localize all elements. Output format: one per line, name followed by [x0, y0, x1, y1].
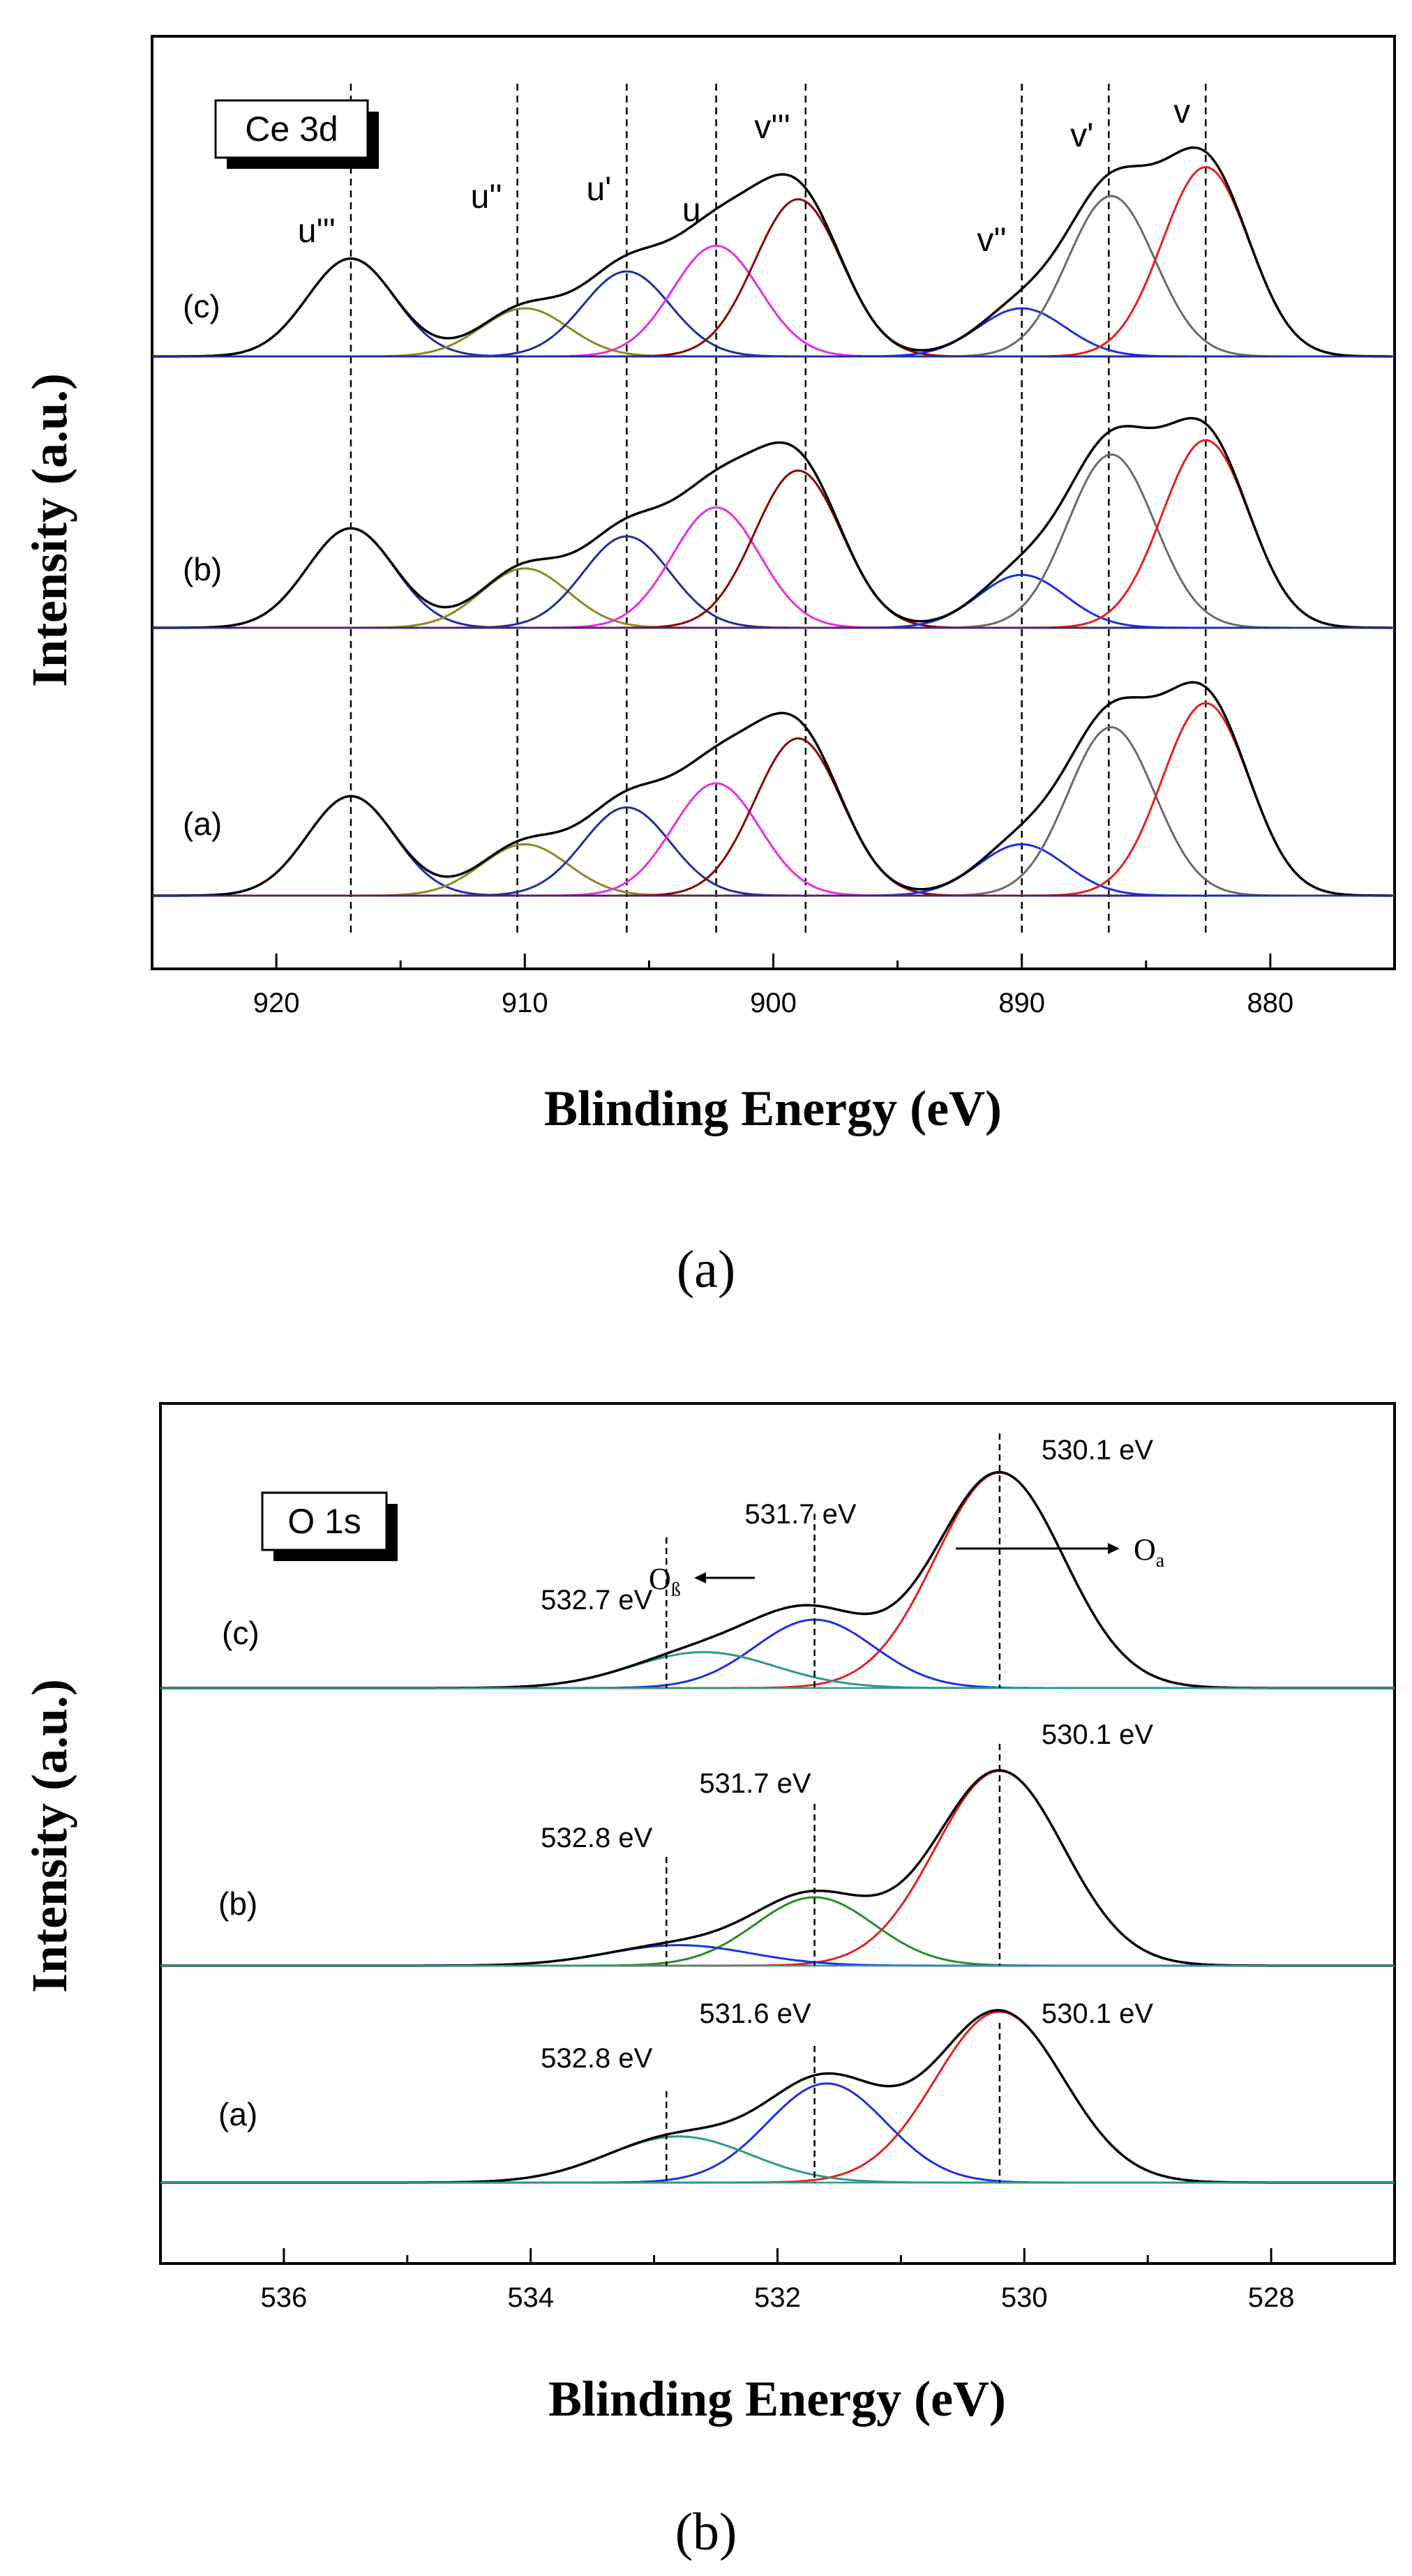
- region-box-a: [214, 99, 369, 159]
- trace-label-a-a: (a): [183, 806, 222, 842]
- peak-label: u''': [298, 213, 336, 250]
- trace-label-b-a: (a): [218, 2096, 257, 2132]
- ev-label: 531.7 eV: [744, 1499, 856, 1530]
- peak-label: v'': [977, 222, 1006, 259]
- peak-label: u: [682, 192, 701, 229]
- component-curve: [160, 1896, 1395, 1967]
- x-tick-label: 532: [754, 2282, 801, 2313]
- o-beta-label: Oß: [649, 1562, 681, 1601]
- component-curve: [160, 2010, 1395, 2184]
- envelope-curve: [152, 416, 1392, 629]
- ev-label: 530.1 eV: [1042, 1998, 1153, 2029]
- curves-a: [152, 146, 1395, 897]
- component-curve: [160, 1944, 1395, 1967]
- x-tick-label: 900: [750, 988, 797, 1018]
- region-label-b: O 1s: [287, 1502, 361, 1541]
- x-tick-label: 530: [1001, 2282, 1048, 2313]
- component-curve: [160, 1651, 1395, 1689]
- x-tick-label: 880: [1247, 988, 1294, 1018]
- x-tick-label: 910: [502, 988, 548, 1018]
- ev-label: 532.8 eV: [541, 1823, 652, 1853]
- x-axis-title-b: Blinding Energy (eV): [548, 2371, 1006, 2427]
- x-tick-label: 920: [253, 988, 300, 1018]
- x-axis-title-a: Blinding Energy (eV): [544, 1080, 1002, 1136]
- panel-b-o1s: 536 534 532 530 528 530.1 eV 531.6 eV 532.8 eV…: [22, 1402, 1396, 2561]
- x-tick-label: 890: [998, 988, 1045, 1018]
- peak-label: u': [586, 171, 611, 208]
- ev-label: 531.6 eV: [699, 1998, 811, 2029]
- component-curve: [160, 2082, 1395, 2184]
- trace-label-a-c: (c): [183, 288, 220, 324]
- ev-label: 530.1 eV: [1042, 1435, 1153, 1466]
- x-tick-label: 528: [1248, 2282, 1295, 2313]
- x-ticks-b: 536 534 532 530 528: [159, 2248, 1396, 2313]
- o-a-label: Oa: [1134, 1532, 1165, 1572]
- component-curve: [160, 1770, 1395, 1967]
- component-curve: [160, 2135, 1395, 2184]
- y-axis-title-b: Intensity (a.u.): [22, 1679, 77, 1993]
- envelope-curve: [152, 681, 1392, 897]
- region-box-b: [261, 1491, 388, 1551]
- ev-label: 531.7 eV: [699, 1768, 811, 1799]
- peak-label: v''': [754, 109, 790, 146]
- region-label-a: Ce 3d: [245, 110, 338, 149]
- caption-b: (b): [675, 2503, 737, 2561]
- x-tick-label: 536: [261, 2282, 308, 2313]
- x-ticks-a: 920 910 900 890 880: [151, 954, 1396, 1018]
- ev-label: 532.7 eV: [541, 1585, 652, 1615]
- ev-label: 530.1 eV: [1042, 1719, 1153, 1750]
- o-a-arrowhead: [1108, 1543, 1120, 1554]
- x-tick-label: 534: [507, 2282, 554, 2313]
- envelope-curve: [160, 1769, 1395, 1967]
- peak-label: u'': [471, 179, 502, 216]
- y-axis-title-a: Intensity (a.u.): [22, 373, 77, 687]
- trace-label-a-b: (b): [183, 551, 222, 587]
- o-beta-arrowhead: [694, 1572, 706, 1583]
- caption-a: (a): [677, 1240, 735, 1299]
- envelope-curve: [152, 146, 1392, 358]
- peak-labels-a: u''' u'' u' u v''' v'' v' v: [298, 93, 1191, 259]
- ev-labels-b: 530.1 eV 531.6 eV 532.8 eV 530.1 eV 531.7 eV…: [541, 1433, 1153, 2183]
- trace-label-b-c: (c): [222, 1615, 260, 1651]
- component-curve: [160, 1618, 1395, 1689]
- envelope-curve: [160, 2009, 1395, 2184]
- curves-b: [160, 1470, 1395, 2184]
- trace-label-b-b: (b): [218, 1885, 257, 1922]
- ev-label: 532.8 eV: [541, 2043, 652, 2074]
- panel-a-ce3d: 920 910 900 890 880 u''' u'' u' u v''' v'' v' v Ce …: [22, 35, 1396, 1299]
- peak-label: v': [1070, 117, 1093, 154]
- peak-label: v: [1173, 93, 1190, 130]
